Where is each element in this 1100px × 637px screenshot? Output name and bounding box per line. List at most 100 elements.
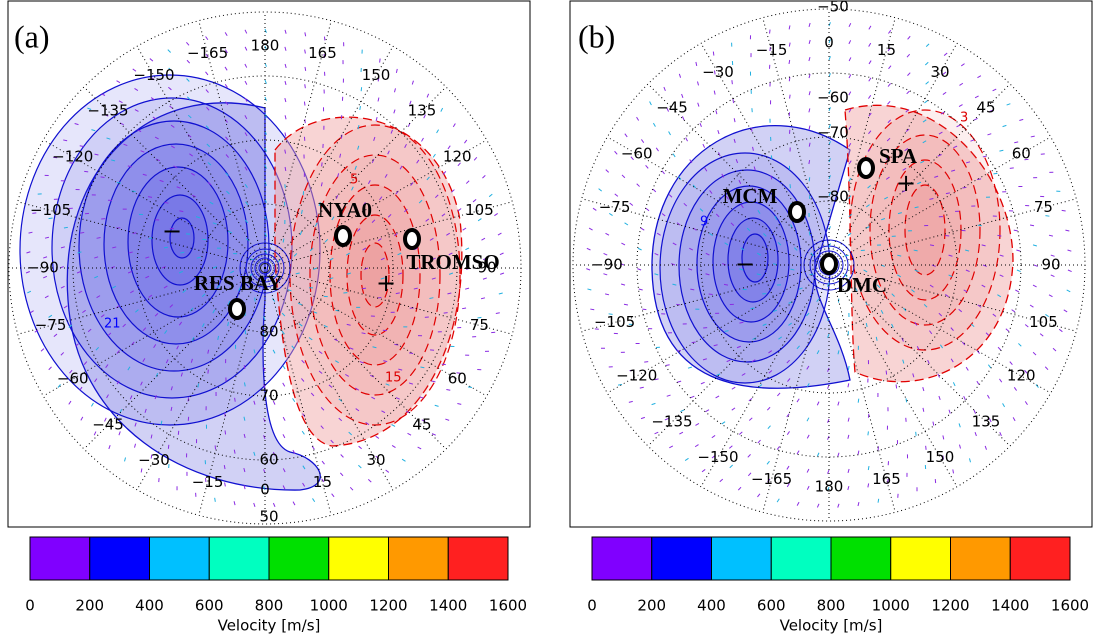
longitude-label: 60	[448, 370, 467, 388]
flow-vector	[956, 124, 961, 128]
colorbar-tick-label: 800	[255, 597, 284, 615]
flow-vector	[1063, 309, 1068, 313]
flow-vector	[115, 305, 120, 309]
flow-vector	[705, 252, 710, 256]
flow-vector	[999, 378, 1003, 383]
flow-vector	[702, 358, 707, 361]
flow-vector	[142, 173, 147, 176]
flow-vector	[205, 53, 209, 58]
flow-vector	[757, 493, 761, 498]
flow-vector	[1015, 289, 1020, 293]
flow-vector	[79, 145, 84, 148]
flow-vector	[292, 449, 296, 454]
flow-vector	[197, 383, 200, 388]
colorbar-tick-label: 600	[195, 597, 224, 615]
flow-vector	[380, 257, 385, 261]
flow-vector	[645, 207, 650, 212]
flow-vector	[750, 127, 753, 132]
flow-vector	[346, 272, 352, 275]
flow-vector	[83, 361, 88, 365]
flow-vector	[284, 132, 287, 137]
longitude-label: −120	[52, 148, 93, 166]
flow-vector	[848, 57, 852, 62]
flow-vector	[927, 359, 930, 364]
flow-vector	[48, 314, 53, 318]
flow-vector	[752, 337, 757, 340]
flow-vector	[304, 84, 306, 89]
flow-vector	[1019, 118, 1024, 121]
latitude-label: −70	[817, 124, 849, 142]
colorbars: 0 200 400 600 800 1000 1200 1400 1600 Velocity [m…	[25, 536, 1089, 635]
flow-vector	[1065, 229, 1070, 232]
contour-label: 5	[350, 173, 358, 188]
flow-vector	[880, 217, 886, 221]
flow-vector	[950, 358, 954, 363]
flow-vector	[249, 273, 253, 278]
blue-contour	[169, 217, 195, 259]
flow-vector	[788, 77, 791, 82]
flow-vector	[786, 431, 790, 435]
flow-vector	[457, 162, 461, 167]
flow-vector	[96, 237, 101, 239]
flow-vector	[68, 400, 72, 405]
flow-vector	[586, 247, 591, 251]
flow-vector	[429, 297, 434, 299]
longitude-label: −60	[57, 370, 89, 388]
flow-vector	[913, 249, 918, 252]
flow-vector	[808, 74, 811, 79]
flow-vector	[48, 366, 52, 371]
flow-vector	[726, 359, 731, 363]
flow-vector	[447, 292, 452, 295]
flow-vector	[244, 115, 248, 120]
longitude-label: 90	[1041, 256, 1060, 274]
flow-vector	[645, 165, 649, 169]
flow-vector	[347, 210, 352, 215]
flow-vector	[681, 116, 685, 121]
flow-vector	[731, 407, 736, 411]
flow-vector	[107, 332, 112, 337]
flow-vector	[465, 180, 470, 184]
flow-vector	[948, 254, 953, 257]
flow-vector	[320, 182, 323, 187]
flow-vector	[445, 418, 450, 421]
flow-vector	[1013, 229, 1018, 232]
flow-vector	[145, 275, 150, 279]
flow-vector	[868, 60, 872, 65]
flow-vector	[847, 468, 850, 473]
blue-contour	[127, 166, 229, 318]
flow-vector	[302, 482, 306, 487]
station-marker	[820, 253, 838, 275]
longitude-label: 150	[926, 448, 955, 466]
flow-vector	[808, 231, 811, 236]
flow-vector	[788, 42, 791, 47]
flow-vector	[323, 325, 328, 328]
flow-vector	[942, 435, 945, 440]
flow-vector	[751, 359, 756, 363]
flow-vector	[372, 346, 377, 349]
flow-vector	[276, 275, 281, 278]
flow-vector	[301, 359, 305, 364]
flow-vector	[48, 217, 53, 220]
flow-vector	[786, 359, 790, 364]
flow-vector	[902, 167, 907, 171]
flow-vector	[244, 80, 248, 85]
flow-vector	[663, 86, 666, 91]
flow-vector	[418, 199, 423, 204]
flow-vector	[426, 93, 430, 98]
flow-vector	[377, 97, 380, 102]
flow-vector	[885, 350, 888, 355]
meridian	[43, 139, 266, 269]
flow-vector	[922, 387, 925, 392]
flow-vector	[855, 287, 858, 292]
flow-vector	[808, 142, 811, 147]
flow-vector	[906, 90, 910, 95]
flow-vector	[500, 272, 505, 275]
flow-vector	[292, 501, 296, 506]
flow-vector	[94, 378, 98, 383]
flow-vector	[786, 413, 790, 418]
flow-vector	[961, 341, 966, 346]
flow-vector	[179, 210, 184, 213]
flow-vector	[191, 336, 195, 342]
flow-vector	[190, 307, 194, 312]
flow-vector	[1002, 124, 1007, 128]
